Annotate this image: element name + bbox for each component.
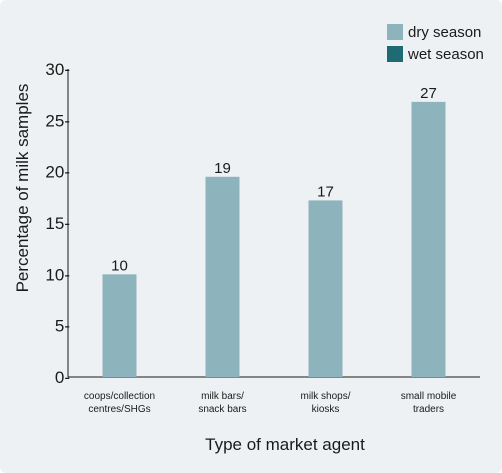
legend: dry season wet season [387, 24, 484, 63]
y-tick-label: 15- [45, 214, 70, 233]
y-tick-label: 20- [45, 163, 70, 182]
x-tick-label: kiosks [312, 404, 340, 415]
legend-entry-label: dry season [408, 24, 481, 41]
data-label: 10 [111, 257, 128, 274]
x-tick-label: snack bars [198, 404, 246, 415]
legend-entry-label: wet season [407, 46, 484, 63]
x-axis: coops/collection centres/SHGs milk bars/sn… [68, 376, 480, 415]
bar [102, 274, 137, 377]
data-label: 19 [214, 160, 231, 177]
y-tick-label: 30- [45, 60, 70, 79]
y-tick-label: 10- [45, 265, 70, 284]
x-tick-label: small mobile [401, 391, 457, 402]
legend-swatch [387, 46, 403, 62]
x-axis-title: Type of market agent [205, 435, 365, 454]
y-axis-title: Percentage of milk samples [13, 84, 32, 293]
data-label: 17 [317, 183, 334, 200]
legend-swatch [387, 24, 403, 40]
y-tick-label: 0- [55, 368, 70, 387]
y-tick-label: 5- [55, 317, 70, 336]
x-tick-label: coops/collection [84, 391, 155, 402]
y-axis: 0- 5- 10- 15- 20- 25- 30- [45, 60, 70, 387]
bar [205, 176, 240, 377]
x-tick-label: centres/SHGs [88, 404, 150, 415]
x-tick-label: milk bars/ [201, 391, 244, 402]
bar-series-dry-season: 10 19 17 27 [102, 85, 446, 377]
x-tick-label: traders [413, 404, 444, 415]
bar [308, 200, 343, 377]
x-tick-label: milk shops/ [300, 391, 350, 402]
bar [411, 101, 446, 377]
data-label: 27 [420, 85, 437, 102]
y-tick-label: 25- [45, 111, 70, 130]
